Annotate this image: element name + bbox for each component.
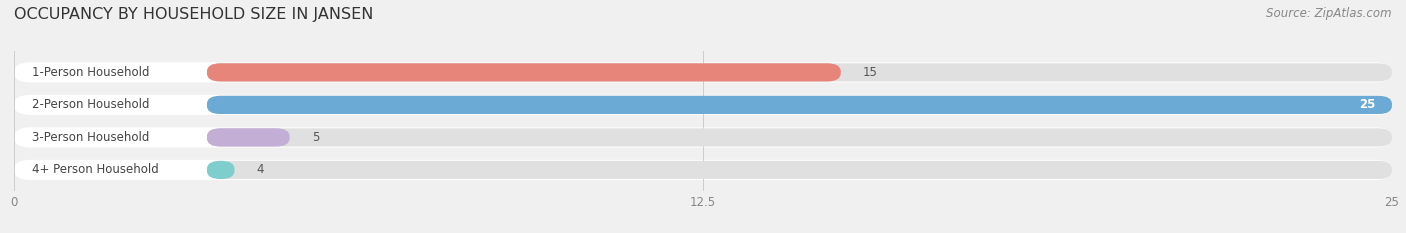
Text: 1-Person Household: 1-Person Household — [32, 66, 149, 79]
FancyBboxPatch shape — [207, 128, 1392, 147]
FancyBboxPatch shape — [207, 96, 1392, 114]
FancyBboxPatch shape — [207, 96, 1392, 114]
Text: 5: 5 — [312, 131, 319, 144]
FancyBboxPatch shape — [207, 63, 1392, 82]
Text: Source: ZipAtlas.com: Source: ZipAtlas.com — [1267, 7, 1392, 20]
FancyBboxPatch shape — [14, 95, 1392, 115]
Text: 15: 15 — [863, 66, 877, 79]
Text: 2-Person Household: 2-Person Household — [32, 98, 149, 111]
FancyBboxPatch shape — [14, 160, 1392, 180]
FancyBboxPatch shape — [207, 161, 235, 179]
FancyBboxPatch shape — [207, 161, 1392, 179]
Text: 4+ Person Household: 4+ Person Household — [32, 163, 159, 176]
Text: 25: 25 — [1360, 98, 1375, 111]
FancyBboxPatch shape — [207, 128, 290, 147]
Text: 3-Person Household: 3-Person Household — [32, 131, 149, 144]
Text: OCCUPANCY BY HOUSEHOLD SIZE IN JANSEN: OCCUPANCY BY HOUSEHOLD SIZE IN JANSEN — [14, 7, 374, 22]
FancyBboxPatch shape — [207, 63, 841, 82]
FancyBboxPatch shape — [14, 62, 1392, 82]
Text: 4: 4 — [256, 163, 264, 176]
FancyBboxPatch shape — [14, 127, 1392, 147]
